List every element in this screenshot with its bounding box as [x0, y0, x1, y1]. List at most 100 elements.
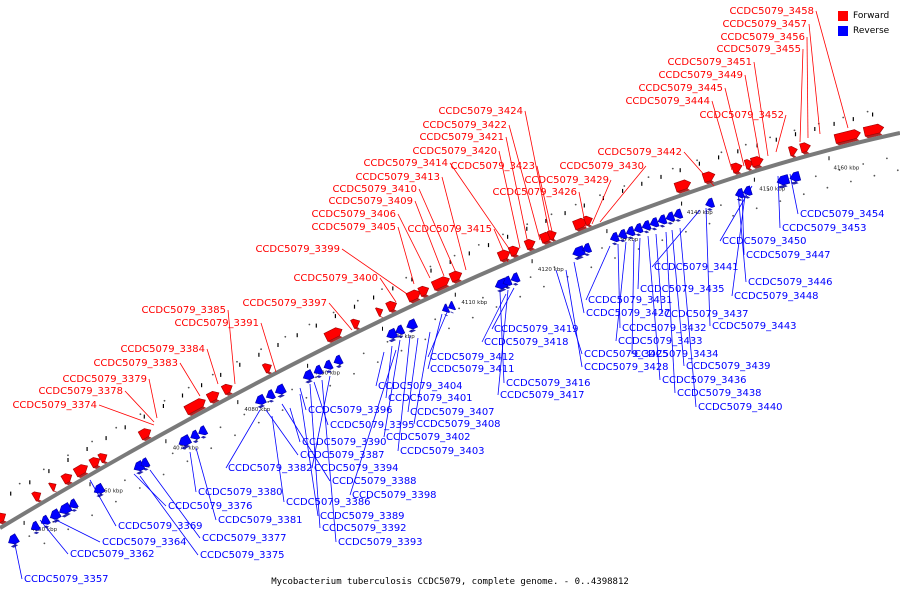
gene-arrow[interactable]	[749, 155, 765, 169]
gene-label[interactable]: CCDC5079_3390	[302, 437, 387, 448]
gene-label[interactable]: CCDC5079_3458	[729, 6, 814, 17]
gene-label[interactable]: CCDC5079_3403	[400, 446, 485, 457]
gene-label[interactable]: CCDC5079_3424	[438, 106, 523, 117]
gene-label[interactable]: CCDC5079_3369	[118, 521, 203, 532]
gene-label[interactable]: CCDC5079_3456	[720, 32, 805, 43]
gene-arrow[interactable]	[273, 383, 287, 399]
gene-label[interactable]: CCDC5079_3440	[698, 402, 783, 413]
gene-label[interactable]: CCDC5079_3406	[311, 209, 396, 220]
gene-label[interactable]: CCDC5079_3435	[640, 284, 725, 295]
gene-arrow[interactable]	[139, 457, 152, 472]
gene-label[interactable]: CCDC5079_3362	[70, 549, 155, 560]
gene-arrow[interactable]	[701, 170, 717, 185]
gene-arrow[interactable]	[60, 471, 75, 486]
gene-arrow[interactable]	[641, 220, 652, 234]
gene-arrow[interactable]	[183, 396, 209, 417]
gene-label[interactable]: CCDC5079_3442	[597, 147, 682, 158]
gene-label[interactable]: CCDC5079_3455	[716, 44, 801, 55]
gene-label[interactable]: CCDC5079_3397	[242, 298, 327, 309]
gene-arrow[interactable]	[322, 359, 334, 374]
gene-label[interactable]: CCDC5079_3375	[200, 550, 285, 561]
gene-label[interactable]: CCDC5079_3441	[654, 262, 739, 273]
gene-arrow[interactable]	[261, 361, 274, 375]
gene-arrow[interactable]	[72, 462, 91, 479]
gene-arrow[interactable]	[546, 229, 559, 243]
gene-arrow[interactable]	[633, 222, 645, 237]
gene-arrow[interactable]	[405, 288, 424, 304]
gene-label[interactable]: CCDC5079_3391	[174, 318, 259, 329]
gene-arrow[interactable]	[67, 498, 80, 513]
gene-label[interactable]: CCDC5079_3357	[24, 574, 109, 585]
gene-label[interactable]: CCDC5079_3386	[286, 497, 371, 508]
gene-label[interactable]: CCDC5079_3387	[300, 450, 385, 461]
gene-arrow[interactable]	[39, 514, 52, 529]
gene-label[interactable]: CCDC5079_3400	[293, 273, 378, 284]
gene-arrow[interactable]	[501, 275, 513, 290]
gene-arrow[interactable]	[789, 171, 802, 185]
gene-arrow[interactable]	[657, 214, 668, 229]
gene-arrow[interactable]	[350, 317, 363, 331]
gene-label[interactable]: CCDC5079_3380	[198, 487, 283, 498]
gene-label[interactable]: CCDC5079_3434	[634, 349, 719, 360]
gene-label[interactable]: CCDC5079_3453	[782, 223, 867, 234]
gene-label[interactable]: CCDC5079_3451	[667, 57, 752, 68]
gene-arrow[interactable]	[734, 188, 745, 202]
gene-arrow[interactable]	[137, 426, 154, 442]
gene-label[interactable]: CCDC5079_3421	[419, 132, 504, 143]
gene-label[interactable]: CCDC5079_3407	[410, 407, 495, 418]
gene-label[interactable]: CCDC5079_3411	[430, 364, 515, 375]
gene-label[interactable]: CCDC5079_3427	[586, 308, 671, 319]
gene-label[interactable]: CCDC5079_3428	[584, 362, 669, 373]
gene-label[interactable]: CCDC5079_3426	[492, 187, 577, 198]
gene-label[interactable]: CCDC5079_3377	[202, 533, 287, 544]
gene-label[interactable]: CCDC5079_3383	[93, 358, 178, 369]
gene-label[interactable]: CCDC5079_3376	[168, 501, 253, 512]
gene-label[interactable]: CCDC5079_3388	[332, 476, 417, 487]
gene-arrow[interactable]	[496, 248, 513, 263]
gene-label[interactable]: CCDC5079_3445	[638, 83, 723, 94]
gene-arrow[interactable]	[581, 242, 593, 257]
gene-label[interactable]: CCDC5079_3436	[662, 375, 747, 386]
gene-arrow[interactable]	[446, 300, 456, 314]
gene-arrow[interactable]	[253, 393, 267, 409]
gene-label[interactable]: CCDC5079_3439	[686, 361, 771, 372]
gene-arrow[interactable]	[571, 245, 586, 261]
gene-label[interactable]: CCDC5079_3393	[338, 537, 423, 548]
gene-label[interactable]: CCDC5079_3416	[506, 378, 591, 389]
gene-label[interactable]: CCDC5079_3438	[677, 388, 762, 399]
gene-arrow[interactable]	[833, 128, 862, 146]
gene-arrow[interactable]	[394, 324, 406, 339]
gene-arrow[interactable]	[776, 174, 791, 189]
gene-arrow[interactable]	[385, 299, 400, 314]
gene-arrow[interactable]	[48, 480, 60, 493]
gene-label[interactable]: CCDC5079_3409	[328, 196, 413, 207]
gene-arrow[interactable]	[609, 231, 621, 246]
gene-label[interactable]: CCDC5079_3374	[12, 400, 97, 411]
gene-label[interactable]: CCDC5079_3415	[407, 224, 492, 235]
gene-arrow[interactable]	[730, 161, 744, 175]
gene-arrow[interactable]	[572, 216, 590, 232]
gene-label[interactable]: CCDC5079_3417	[500, 390, 585, 401]
gene-arrow[interactable]	[48, 508, 62, 524]
gene-label[interactable]: CCDC5079_3401	[388, 393, 473, 404]
gene-arrow[interactable]	[405, 318, 419, 334]
gene-label[interactable]: CCDC5079_3392	[322, 523, 407, 534]
gene-arrow[interactable]	[523, 237, 538, 252]
gene-arrow[interactable]	[417, 284, 432, 299]
gene-arrow[interactable]	[430, 275, 452, 293]
gene-arrow[interactable]	[672, 208, 684, 223]
gene-label[interactable]: CCDC5079_3449	[658, 70, 743, 81]
gene-label[interactable]: CCDC5079_3457	[722, 19, 807, 30]
gene-arrow[interactable]	[220, 382, 235, 397]
gene-label[interactable]: CCDC5079_3437	[664, 309, 749, 320]
gene-label[interactable]: CCDC5079_3444	[625, 96, 710, 107]
gene-label[interactable]: CCDC5079_3443	[712, 321, 797, 332]
gene-label[interactable]: CCDC5079_3454	[800, 209, 885, 220]
gene-label[interactable]: CCDC5079_3412	[430, 352, 515, 363]
gene-arrow[interactable]	[743, 158, 755, 171]
gene-arrow[interactable]	[862, 123, 885, 139]
gene-label[interactable]: CCDC5079_3433	[618, 336, 703, 347]
gene-label[interactable]: CCDC5079_3419	[494, 324, 579, 335]
gene-label[interactable]: CCDC5079_3450	[722, 236, 807, 247]
gene-label[interactable]: CCDC5079_3429	[524, 175, 609, 186]
